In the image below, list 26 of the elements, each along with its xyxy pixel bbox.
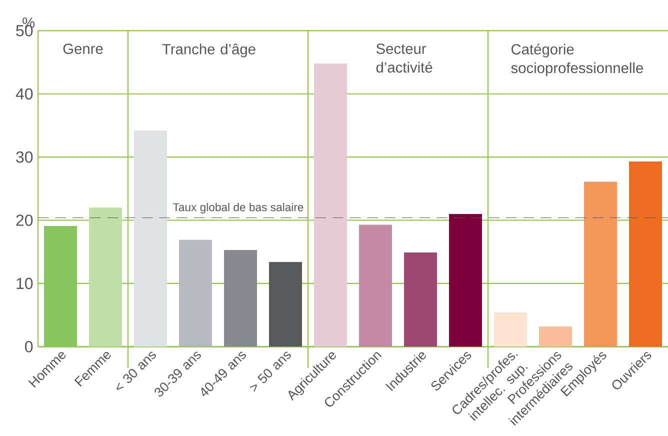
annotation: Tranche d’âge xyxy=(162,44,256,58)
annotation: Catégorie socioprofessionnelle xyxy=(511,44,643,76)
bar xyxy=(359,224,392,347)
bar xyxy=(89,208,122,347)
y-tick-label: 10 xyxy=(16,278,33,290)
annotation: Genre xyxy=(63,44,103,54)
bar xyxy=(404,252,437,347)
bar xyxy=(629,161,662,347)
bar xyxy=(269,262,302,347)
y-tick-label: 30 xyxy=(16,151,33,163)
x-tick-label: > 50 ans xyxy=(250,352,291,392)
bar xyxy=(314,64,348,347)
x-tick-label: < 30 ans xyxy=(116,352,156,390)
bar xyxy=(584,182,618,347)
y-tick-label: 20 xyxy=(16,214,33,226)
bar xyxy=(134,130,167,347)
y-tick-label: 40 xyxy=(16,88,33,100)
annotation: Secteur d’activité xyxy=(376,44,432,73)
ref-line-label: Taux global de bas salaire xyxy=(172,202,304,214)
bar xyxy=(494,312,528,347)
bar xyxy=(44,226,77,347)
bar xyxy=(539,326,572,347)
bar xyxy=(179,240,212,347)
y-tick-label: 0 xyxy=(25,341,33,352)
bar xyxy=(224,250,257,347)
bar xyxy=(449,214,482,347)
